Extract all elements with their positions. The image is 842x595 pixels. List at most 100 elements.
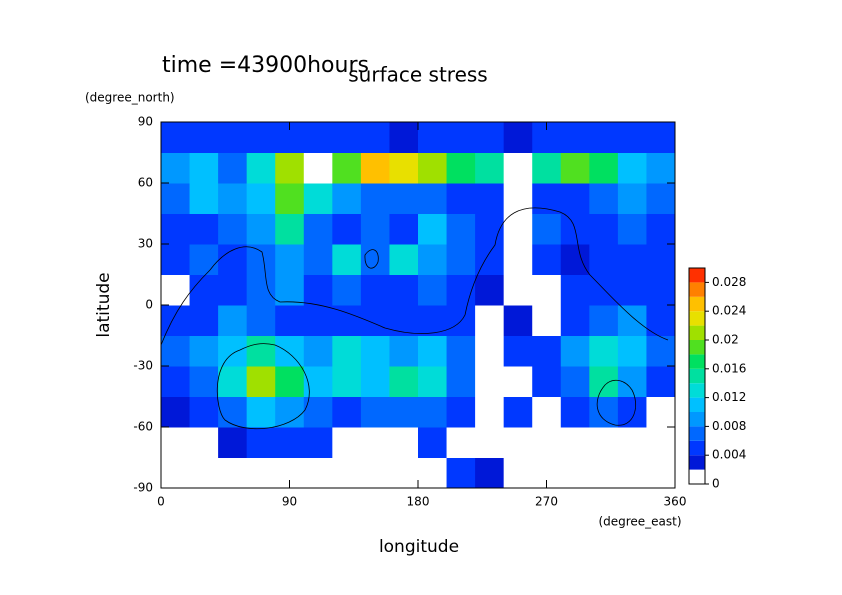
colorbar-tick-label: 0.024 [712,304,746,318]
cell [161,366,191,397]
cell [303,183,333,214]
cell [503,244,533,275]
cell [303,152,333,184]
cell [503,335,533,367]
cell [389,213,419,245]
cell [589,152,619,184]
y-tick-label: -30 [133,359,153,373]
cell [332,213,362,245]
cell [303,122,333,153]
cell [218,122,248,153]
cell [246,305,276,336]
cell [389,427,419,458]
colorbar-tick-label: 0.02 [712,333,739,347]
colorbar-bin [689,412,705,427]
cell [560,427,590,458]
cell [418,183,448,214]
cell [246,427,276,458]
cell [418,366,448,397]
cell [418,122,448,153]
cell [360,305,390,336]
cell [360,213,390,245]
cell [246,244,276,275]
cell [303,427,333,458]
cell [161,274,191,306]
cell [246,213,276,245]
cell [532,213,562,245]
cell [446,152,476,184]
cell [189,274,219,306]
coastline [216,343,310,430]
cell [646,274,676,306]
cell [332,152,362,184]
cell [589,366,619,397]
cell [246,274,276,306]
cell [589,427,619,458]
cell [389,152,419,184]
cell [560,396,590,428]
cell [332,427,362,458]
coastline [596,379,636,426]
cell [475,427,505,458]
cell [446,335,476,367]
cell [218,305,248,336]
cell [532,396,562,428]
cell [360,457,390,489]
cell [189,152,219,184]
cell [475,457,505,489]
cell [218,457,248,489]
cell [332,457,362,489]
y-tick-label: 90 [138,115,153,129]
cell [646,427,676,458]
cell [275,183,305,214]
colorbar-bin [689,340,705,355]
cell [275,366,305,397]
colorbar-tick-label: 0.012 [712,390,746,404]
chart-title: surface stress [348,63,487,87]
cell [246,152,276,184]
colorbar-tick-label: 0.008 [712,419,746,433]
cell [389,244,419,275]
cell [646,305,676,336]
cell [332,305,362,336]
cell [161,122,191,153]
cell [446,244,476,275]
cell [560,305,590,336]
y-tick-label: 30 [138,237,153,251]
colorbar-tick-label: 0.004 [712,448,746,462]
cell [360,335,390,367]
cell [418,457,448,489]
cell [646,457,676,489]
cell [218,152,248,184]
x-unit: (degree_east) [598,515,681,529]
cell [189,427,219,458]
cell [218,396,248,428]
cell [246,183,276,214]
cell [532,183,562,214]
cell [189,366,219,397]
colorbar-bin [689,268,705,283]
cell [360,152,390,184]
cell [389,396,419,428]
cell [389,366,419,397]
cell [646,366,676,397]
colorbar-tick-label: 0.016 [712,361,746,375]
cell [303,244,333,275]
cell [475,335,505,367]
cell [503,122,533,153]
cell [332,183,362,214]
colorbar-bin [689,368,705,384]
cell [161,152,191,184]
x-tick-label: 360 [664,495,687,509]
coastline [160,207,669,346]
cell [646,335,676,367]
cell [189,457,219,489]
coastline [364,249,379,269]
x-tick-label: 0 [157,495,165,509]
cell [560,183,590,214]
cell [532,274,562,306]
colorbar-tick-label: 0.028 [712,275,746,289]
cell [418,274,448,306]
cell [446,396,476,428]
cell [446,457,476,489]
